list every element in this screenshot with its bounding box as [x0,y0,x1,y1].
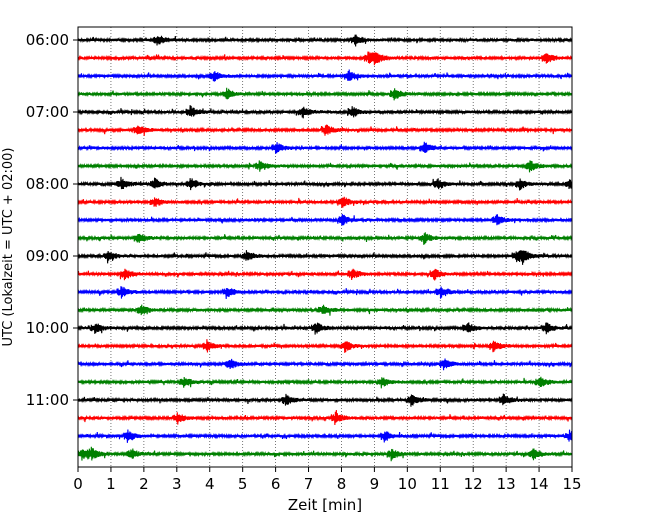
y-tick-label: 09:00 [26,247,69,265]
x-tick-label: 5 [238,475,248,493]
x-tick-label: 2 [139,475,149,493]
trace-0715 [77,124,573,136]
trace-1000 [77,322,573,335]
y-tick-label: 08:00 [26,175,69,193]
x-axis: 0 1 2 3 4 5 6 7 8 9 10 11 12 13 14 15 [73,467,582,493]
trace-0900 [77,250,573,265]
x-tick-label: 7 [304,475,314,493]
x-tick-label: 1 [106,475,116,493]
trace-1100 [77,393,573,407]
trace-1130 [77,429,573,443]
x-tick-label: 14 [530,475,549,493]
x-tick-label: 3 [172,475,182,493]
x-tick-label: 15 [562,475,581,493]
y-axis-label: UTC (Lokalzeit = UTC + 02:00) [1,148,16,347]
trace-0845 [77,232,573,245]
y-tick-label: 07:00 [26,103,69,121]
x-tick-label: 4 [205,475,215,493]
x-tick-label: 13 [497,475,516,493]
x-tick-label: 10 [398,475,417,493]
trace-0815 [77,196,573,208]
trace-0700 [77,105,573,119]
trace-0630 [77,69,573,82]
trace-0615 [77,51,573,66]
grid-lines [110,27,540,467]
x-tick-label: 6 [271,475,281,493]
trace-1145 [77,446,573,462]
trace-0800 [77,176,573,191]
trace-0730 [77,141,573,154]
plot-frame [77,26,573,468]
trace-0645 [77,87,573,101]
trace-0915 [77,268,573,281]
y-tick-label: 06:00 [26,31,69,49]
y-tick-label: 10:00 [26,319,69,337]
trace-group [77,34,573,462]
x-tick-label: 8 [337,475,347,493]
trace-0830 [77,213,573,226]
x-tick-label: 0 [73,475,83,493]
trace-1045 [77,376,573,389]
trace-1030 [77,358,573,371]
trace-0745 [77,160,573,173]
trace-0930 [77,286,573,299]
x-axis-label: Zeit [min] [288,496,362,514]
x-tick-label: 12 [464,475,483,493]
trace-0600 [77,34,573,47]
x-tick-label: 9 [370,475,380,493]
trace-1115 [77,410,573,425]
x-tick-label: 11 [431,475,450,493]
y-axis: 06:00 07:00 08:00 09:00 10:00 11:00 [26,31,78,409]
y-tick-label: 11:00 [26,391,69,409]
trace-0945 [77,304,573,316]
trace-1015 [77,339,573,353]
